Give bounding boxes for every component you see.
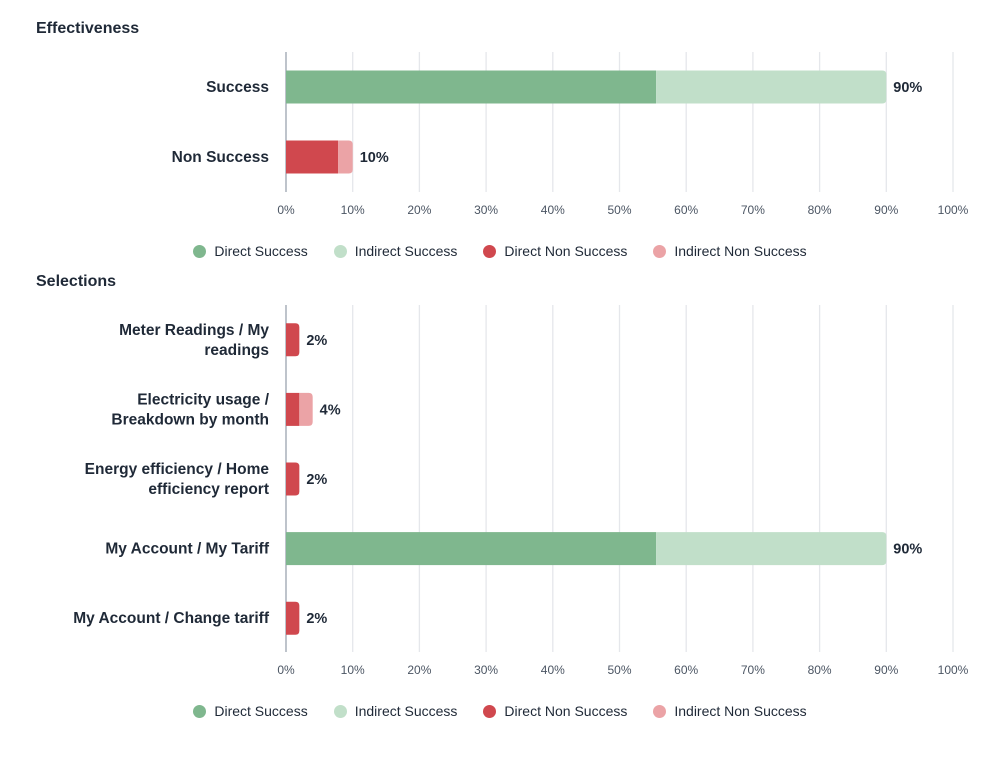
legend-item[interactable]: Indirect Non Success bbox=[653, 243, 807, 259]
legend-label: Indirect Success bbox=[354, 243, 458, 259]
x-tick-label: 100% bbox=[938, 203, 969, 217]
effectiveness-title: Effectiveness bbox=[36, 20, 140, 37]
legend-label: Direct Success bbox=[214, 703, 308, 719]
bar-segment-direct-non-success bbox=[286, 462, 300, 496]
legend-label: Direct Non Success bbox=[504, 703, 628, 719]
legend-label: Direct Non Success bbox=[504, 243, 628, 259]
x-tick-label: 40% bbox=[541, 663, 565, 677]
legend-item[interactable]: Direct Success bbox=[193, 703, 308, 719]
x-tick-label: 0% bbox=[277, 203, 295, 217]
category-label: Energy efficiency / Home efficiency repor… bbox=[85, 461, 270, 498]
x-tick-label: 70% bbox=[741, 203, 765, 217]
category-label: My Account / My Tariff bbox=[105, 541, 269, 558]
x-tick-label: 90% bbox=[874, 663, 898, 677]
legend-item[interactable]: Direct Non Success bbox=[483, 243, 627, 259]
bar-segment-direct-non-success bbox=[286, 601, 300, 635]
legend-swatch-icon bbox=[653, 704, 667, 718]
x-tick-label: 30% bbox=[474, 203, 498, 217]
category-label: Meter Readings / My readings bbox=[119, 322, 269, 359]
legend-item[interactable]: Indirect Non Success bbox=[653, 703, 807, 719]
category-label: Electricity usage / Breakdown by month bbox=[111, 391, 269, 428]
x-tick-label: 10% bbox=[341, 203, 365, 217]
legend-swatch-icon bbox=[333, 704, 347, 718]
category-label: My Account / Change tariff bbox=[73, 610, 270, 627]
data-label: 90% bbox=[893, 542, 922, 558]
selections-chart: 0% 10% 20% 30% 40% 50% 60% 70% 80% 90% 100% Meter R… bbox=[73, 305, 969, 677]
data-label: 10% bbox=[360, 150, 389, 166]
category-label: Success bbox=[206, 79, 269, 96]
data-label: 90% bbox=[893, 80, 922, 96]
bar-segment-direct-success bbox=[286, 532, 657, 566]
bar-segment-direct-success bbox=[286, 70, 657, 104]
x-tick-label: 90% bbox=[874, 203, 898, 217]
legend-label: Indirect Non Success bbox=[674, 243, 807, 259]
bar-segment-indirect-non-success bbox=[299, 392, 313, 426]
x-tick-label: 80% bbox=[808, 663, 832, 677]
legend-swatch-icon bbox=[653, 244, 667, 258]
x-tick-label: 60% bbox=[674, 663, 698, 677]
x-tick-label: 0% bbox=[277, 663, 295, 677]
legend-item[interactable]: Indirect Success bbox=[333, 243, 458, 259]
bar-segment-direct-non-success bbox=[286, 323, 300, 357]
selections-legend: Direct Success Indirect Success Direct Non… bbox=[0, 703, 1000, 719]
x-tick-label: 20% bbox=[407, 663, 431, 677]
legend-item[interactable]: Direct Non Success bbox=[483, 703, 627, 719]
data-label: 4% bbox=[320, 402, 341, 418]
x-tick-label: 60% bbox=[674, 203, 698, 217]
legend-label: Indirect Success bbox=[354, 703, 458, 719]
data-label: 2% bbox=[306, 472, 327, 488]
legend-swatch-icon bbox=[333, 244, 347, 258]
x-tick-label: 50% bbox=[607, 203, 631, 217]
x-tick-label: 50% bbox=[607, 663, 631, 677]
legend-swatch-icon bbox=[483, 704, 497, 718]
data-label: 2% bbox=[306, 333, 327, 349]
legend-item[interactable]: Direct Success bbox=[193, 243, 308, 259]
x-tick-label: 80% bbox=[808, 203, 832, 217]
x-tick-label: 10% bbox=[341, 663, 365, 677]
effectiveness-legend: Direct Success Indirect Success Direct Non… bbox=[0, 243, 1000, 259]
bar-segment-indirect-non-success bbox=[338, 140, 353, 174]
bar-segment-indirect-success bbox=[656, 70, 887, 104]
x-tick-label: 100% bbox=[938, 663, 969, 677]
legend-label: Direct Success bbox=[214, 243, 308, 259]
data-label: 2% bbox=[306, 611, 327, 627]
selections-title: Selections bbox=[36, 273, 117, 290]
bar-segment-direct-non-success bbox=[286, 392, 300, 426]
legend-label: Indirect Non Success bbox=[674, 703, 807, 719]
legend-swatch-icon bbox=[483, 244, 497, 258]
category-label: Non Success bbox=[172, 149, 269, 166]
legend-item[interactable]: Indirect Success bbox=[333, 703, 458, 719]
x-tick-label: 70% bbox=[741, 663, 765, 677]
bar-segment-indirect-success bbox=[656, 532, 887, 566]
x-tick-label: 20% bbox=[407, 203, 431, 217]
x-tick-label: 30% bbox=[474, 663, 498, 677]
bar-segment-direct-non-success bbox=[286, 140, 339, 174]
x-tick-label: 40% bbox=[541, 203, 565, 217]
legend-swatch-icon bbox=[193, 704, 207, 718]
effectiveness-chart: 0% 10% 20% 30% 40% 50% 60% 70% 80% 90% 100% Success… bbox=[172, 52, 969, 217]
legend-swatch-icon bbox=[193, 244, 207, 258]
